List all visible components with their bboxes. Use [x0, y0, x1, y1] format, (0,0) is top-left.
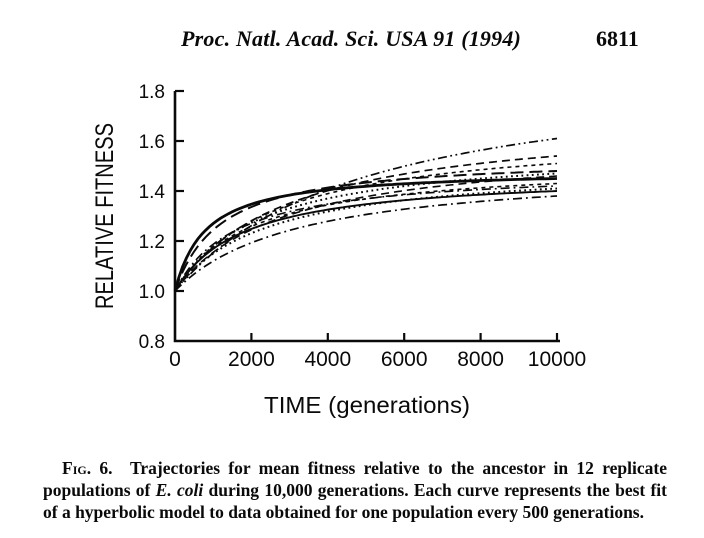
- y-tick-label: 1.0: [139, 282, 165, 303]
- fitness-curve-4: [174, 170, 558, 292]
- caption-figure-label: Fig. 6.: [62, 457, 113, 478]
- fitness-trajectories-chart: 0.8 1.0 1.2 1.4 1.6 1.8 0 2000 4000 6000 8000 10000…: [91, 82, 586, 418]
- journal-citation: Proc. Natl. Acad. Sci. USA 91 (1994): [181, 26, 522, 51]
- x-tick-label: 8000: [457, 348, 504, 371]
- fitness-curve-11: [174, 190, 558, 292]
- caption-text: during 10,000 generations. Each curve re…: [43, 479, 668, 522]
- y-tick-label: 1.8: [139, 82, 165, 103]
- x-tick-label: 10000: [528, 348, 586, 371]
- fitness-curve-10: [174, 187, 558, 292]
- plot-axes: [173, 91, 560, 343]
- y-axis-title: RELATIVE FITNESS: [91, 123, 119, 309]
- figure-caption: Fig. 6. Trajectories for mean fitness re…: [43, 457, 667, 523]
- y-tick-label: 0.8: [139, 332, 165, 353]
- x-tick-label: 0: [169, 348, 181, 371]
- y-tick-label: 1.4: [139, 182, 166, 203]
- caption-text: E. coli: [155, 479, 204, 500]
- fitness-curve-12: [174, 195, 558, 292]
- fitness-curve-1: [174, 137, 558, 292]
- fitness-curve-6: [174, 175, 558, 292]
- caption-text: Trajectories for mean fitness relative t…: [43, 457, 667, 500]
- y-tick-label: 1.2: [139, 232, 165, 253]
- fitness-curve-5: [174, 172, 558, 292]
- y-tick-label: 1.6: [139, 132, 165, 153]
- running-head: Proc. Natl. Acad. Sci. USA 91 (1994) 681…: [0, 26, 704, 52]
- x-tick-label: 4000: [304, 348, 351, 371]
- page-number: 6811: [596, 26, 639, 51]
- x-tick-label: 6000: [381, 348, 428, 371]
- fitness-curve-2: [174, 155, 558, 292]
- x-axis-title: TIME (generations): [264, 392, 470, 418]
- fitness-curve-7: [173, 177, 558, 292]
- x-tick-label: 2000: [228, 348, 275, 371]
